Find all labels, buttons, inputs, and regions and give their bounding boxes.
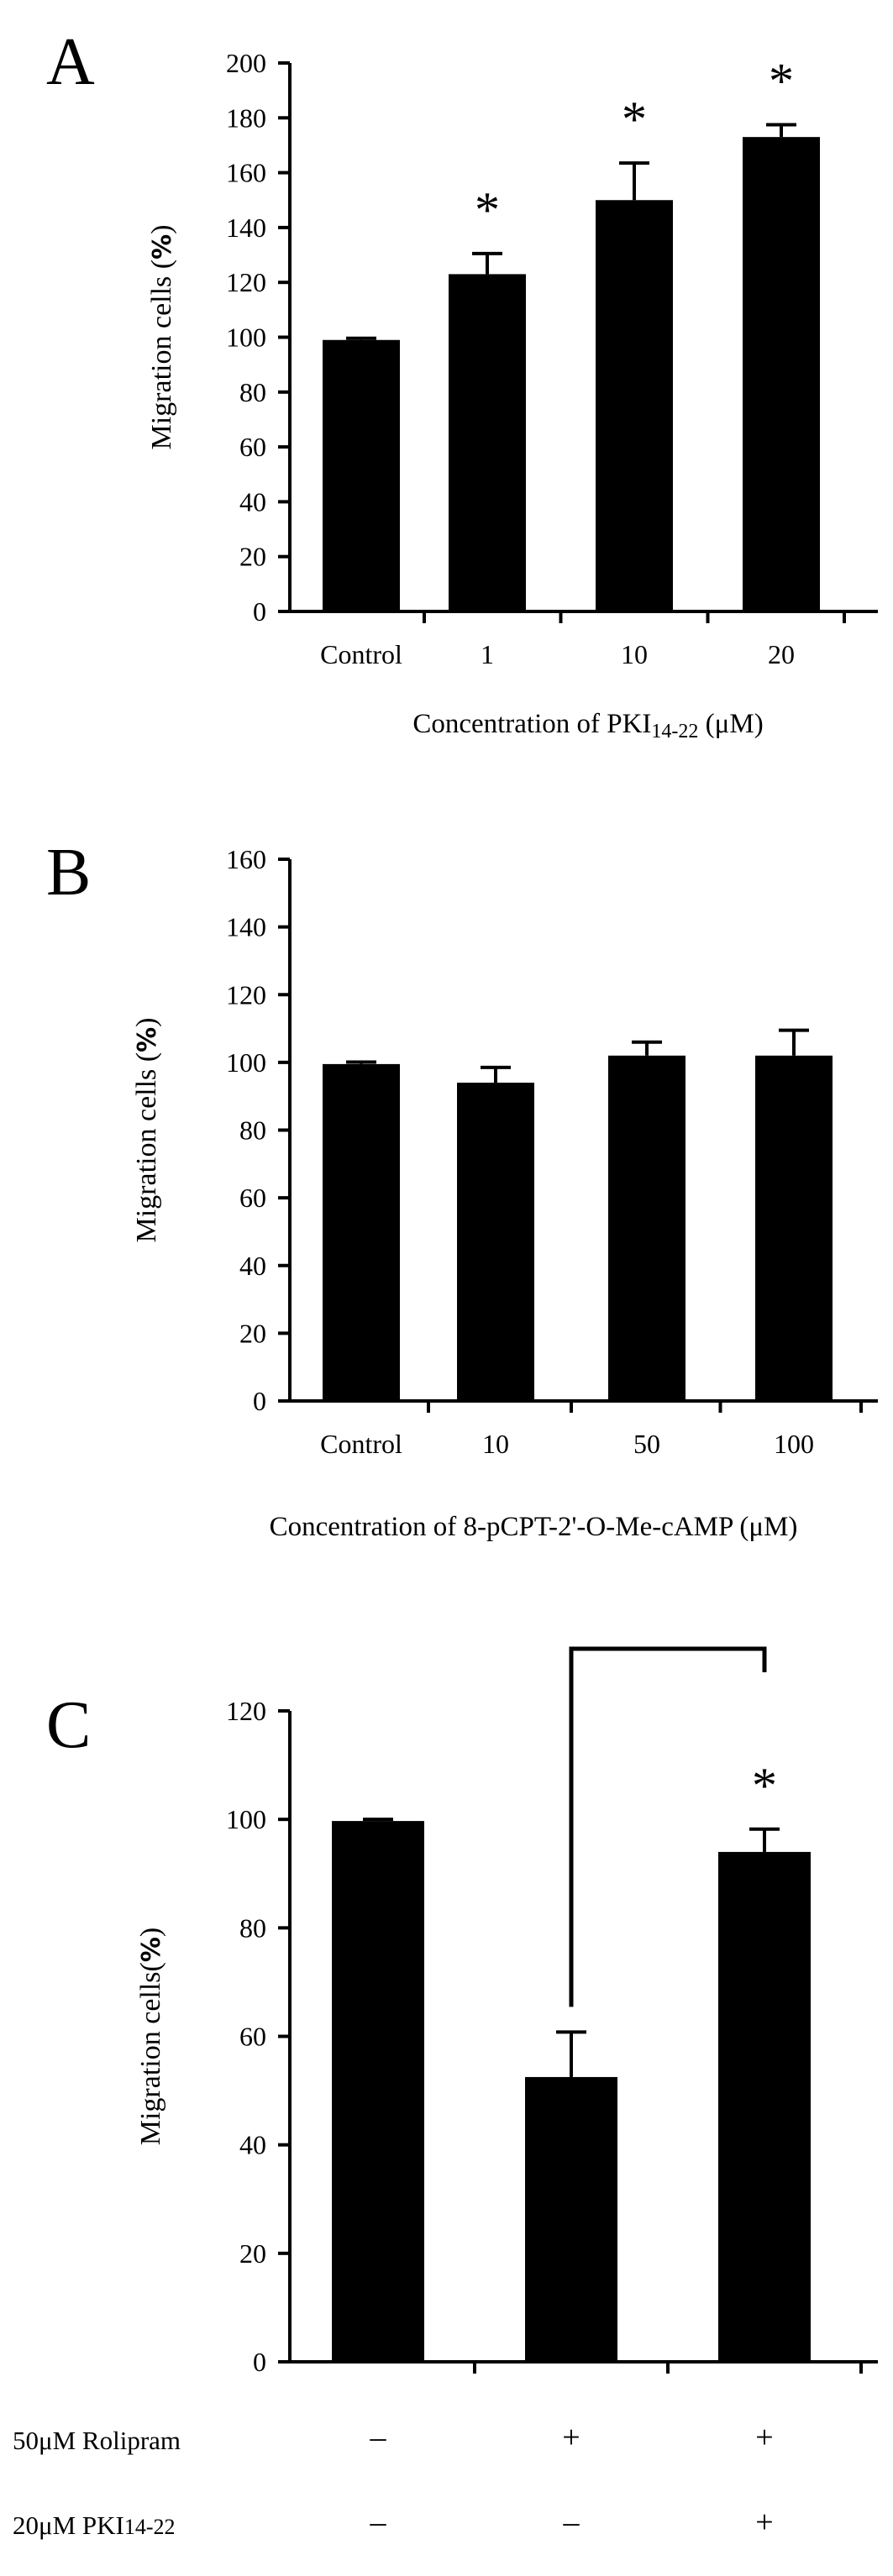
bar (332, 1821, 424, 2362)
bar (457, 1083, 534, 1401)
x-axis-label-unit: (μM) (698, 709, 763, 739)
x-tick-label: 50 (633, 1429, 660, 1459)
y-axis-label-close: ) (146, 224, 177, 233)
y-axis-label-unit: % (133, 1027, 162, 1052)
y-tick-label: 120 (226, 267, 266, 297)
chart-panel-b: B 0 20 40 60 80 100 120 140 160 Migration cells (%… (46, 836, 878, 1542)
y-tick-label: 100 (226, 323, 266, 353)
y-tick-label: 120 (226, 1696, 266, 1726)
bar (608, 1055, 686, 1401)
treatment-row-label-text: 50μM Rolipram (13, 2426, 181, 2455)
y-tick-label: 80 (239, 1912, 266, 1943)
y-axis-label-text: Migration cells ( (131, 1052, 162, 1243)
bar (323, 1063, 400, 1401)
x-tick-label: 10 (621, 639, 648, 669)
significance-mark: * (752, 1758, 777, 1813)
bar (449, 274, 526, 611)
y-tick-label: 180 (226, 102, 266, 133)
y-tick-label: 60 (239, 2022, 266, 2052)
x-tick-label: 1 (481, 639, 494, 669)
y-tick-label: 20 (239, 542, 266, 572)
panel-label: C (46, 1688, 91, 1762)
y-tick-label: 80 (239, 1115, 266, 1146)
bar (596, 200, 673, 611)
y-axis-label: Migration cells(%) (135, 1928, 166, 2146)
treatment-mark: + (562, 2420, 580, 2455)
x-axis-label-text: Concentration of PKI (412, 709, 651, 739)
significance-mark: * (622, 92, 647, 147)
bar (525, 2076, 617, 2362)
panel-label: A (46, 25, 95, 99)
treatment-mark: – (563, 2505, 580, 2540)
y-tick-label: 0 (253, 596, 266, 627)
x-axis-label-text: Concentration of 8-pCPT-2'-O-Me-cAMP (μM… (270, 1512, 798, 1542)
y-tick-label: 80 (239, 377, 266, 407)
treatment-row-label: 50μM Rolipram (13, 2426, 181, 2455)
y-axis-label-text: Migration cells ( (146, 260, 177, 450)
y-axis-label-unit: % (137, 1937, 166, 1962)
x-axis-label: Concentration of 8-pCPT-2'-O-Me-cAMP (μM… (270, 1512, 798, 1542)
y-tick-label: 0 (253, 2347, 266, 2377)
comparison-bracket (569, 1646, 767, 2007)
y-tick-label: 20 (239, 2238, 266, 2269)
bar (323, 339, 400, 611)
x-axis-label: Concentration of PKI14-22 (μM) (412, 709, 763, 742)
bar (743, 137, 820, 611)
x-tick-label: 20 (768, 639, 795, 669)
treatment-mark: – (370, 2420, 387, 2455)
y-tick-label: 100 (226, 1047, 266, 1078)
y-tick-label: 140 (226, 912, 266, 942)
treatment-mark: + (755, 2420, 773, 2455)
x-axis-label-sub: 14-22 (651, 721, 698, 742)
y-tick-label: 60 (239, 1183, 266, 1213)
y-tick-label: 40 (239, 1251, 266, 1281)
y-tick-label: 160 (226, 158, 266, 188)
bar (755, 1055, 833, 1401)
y-axis-label: Migration cells (%) (131, 1017, 162, 1242)
y-tick-label: 160 (226, 844, 266, 874)
y-axis-label-close: ) (131, 1017, 162, 1026)
y-tick-label: 20 (239, 1318, 266, 1348)
y-tick-label: 120 (226, 979, 266, 1010)
y-tick-label: 0 (253, 1386, 266, 1416)
y-tick-label: 60 (239, 432, 266, 462)
bar (718, 1851, 811, 2362)
x-tick-label: 100 (774, 1429, 814, 1459)
x-tick-label: Control (320, 1429, 402, 1459)
y-axis-label-close: ) (135, 1928, 166, 1937)
treatment-row-label-text: 20μM PKI (13, 2510, 124, 2540)
significance-mark: * (475, 182, 500, 238)
y-tick-label: 100 (226, 1804, 266, 1834)
y-axis-label-text: Migration cells( (135, 1962, 166, 2145)
panel-label: B (46, 836, 91, 910)
y-axis-label-unit: % (148, 234, 177, 260)
y-tick-label: 40 (239, 486, 266, 517)
x-tick-label: 10 (482, 1429, 509, 1459)
treatment-row-label-sub: 14-22 (124, 2515, 176, 2539)
y-tick-label: 140 (226, 212, 266, 243)
y-tick-label: 200 (226, 48, 266, 78)
treatment-row-label: 20μM PKI14-22 (13, 2510, 176, 2540)
y-axis-label: Migration cells (%) (146, 224, 177, 449)
x-tick-label: Control (320, 639, 402, 669)
y-tick-label: 40 (239, 2130, 266, 2160)
treatment-mark: + (755, 2505, 773, 2540)
significance-mark: * (769, 53, 794, 108)
treatment-mark: – (370, 2505, 387, 2540)
chart-panel-c: C 0 20 40 60 80 100 120 Migration cells(%) * 50μM … (13, 1646, 878, 2540)
